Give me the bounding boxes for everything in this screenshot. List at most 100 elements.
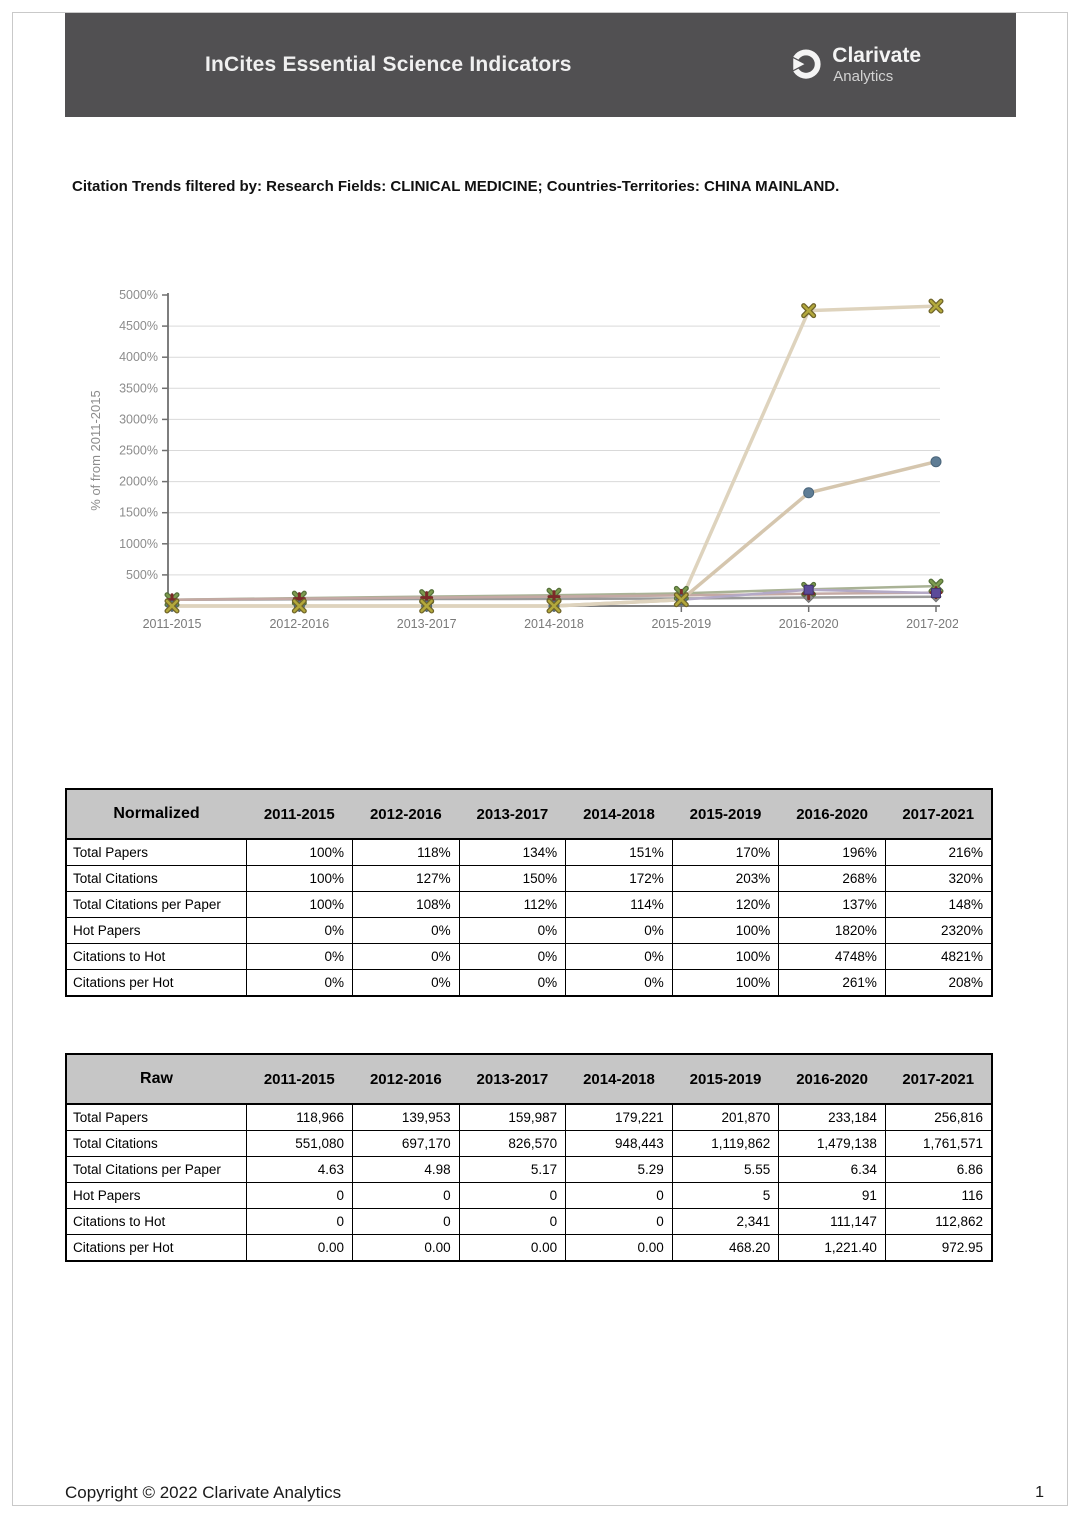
cell-value: 0.00	[565, 1234, 673, 1262]
marker-x	[547, 599, 561, 613]
cell-value: 100%	[671, 943, 780, 970]
cell-value: 118,966	[245, 1103, 354, 1131]
cell-value: 203%	[671, 865, 780, 892]
marker-circle	[803, 487, 815, 499]
clarivate-logo-icon	[789, 49, 821, 79]
row-label: Citations to Hot	[65, 943, 247, 970]
clarivate-logo: Clarivate Analytics	[789, 45, 921, 85]
column-header: 2014-2018	[565, 789, 673, 840]
cell-value: 118%	[352, 838, 460, 866]
cell-value: 0%	[352, 969, 460, 997]
table-row: Citations per Hot 0% 0% 0% 0% 100% 261% 208%	[65, 969, 993, 997]
marker-x	[165, 599, 179, 613]
page-number: 1	[1035, 1484, 1044, 1501]
cell-value: 100%	[245, 838, 354, 866]
column-header: 2015-2019	[672, 1054, 779, 1105]
table-title: Normalized	[66, 789, 246, 840]
cell-value: 100%	[245, 891, 354, 918]
table-row: Total Citations 551,080 697,170 826,570 948,…	[65, 1130, 993, 1157]
cell-value: 0.00	[458, 1234, 567, 1262]
table-row: Total Citations per Paper 4.63 4.98 5.17 5.2…	[65, 1156, 993, 1183]
cell-value: 100%	[671, 969, 780, 997]
raw-table: Raw 2011-2015 2012-2016 2013-2017 2014-2018 2…	[65, 1053, 993, 1262]
filter-summary: Citation Trends filtered by: Research Fi…	[72, 178, 840, 195]
series-line-hot-papers	[170, 459, 938, 608]
table-row: Total Citations 100% 127% 150% 172% 203% 268% 3…	[65, 865, 993, 892]
cell-value: 0%	[245, 943, 354, 970]
x-tick-label: 2013-2017	[397, 617, 457, 631]
cell-value: 4.98	[352, 1156, 460, 1183]
column-header: 2014-2018	[565, 1054, 673, 1105]
cell-value: 0%	[458, 943, 567, 970]
cell-value: 2320%	[884, 917, 993, 944]
column-header: 2011-2015	[246, 789, 353, 840]
row-label: Hot Papers	[65, 1182, 247, 1209]
cell-value: 114%	[565, 891, 673, 918]
marker-x	[293, 599, 306, 613]
cell-value: 111,147	[778, 1208, 886, 1235]
y-tick-label: 4500%	[119, 319, 158, 333]
cell-value: 0%	[458, 969, 567, 997]
cell-value: 268%	[778, 865, 886, 892]
marker-x	[929, 299, 943, 313]
column-header: 2013-2017	[459, 789, 566, 840]
cell-value: 170%	[671, 838, 780, 866]
cell-value: 1,761,571	[884, 1130, 993, 1157]
table-row: Citations to Hot 0% 0% 0% 0% 100% 4748% 4821%	[65, 943, 993, 970]
cell-value: 233,184	[778, 1103, 886, 1131]
cell-value: 0%	[245, 969, 354, 997]
column-header: 2016-2020	[778, 1054, 886, 1105]
brand-name: Clarivate	[832, 44, 921, 68]
cell-value: 468.20	[671, 1234, 780, 1262]
cell-value: 1,479,138	[778, 1130, 886, 1157]
cell-value: 0%	[352, 943, 460, 970]
column-header: 2015-2019	[672, 789, 779, 840]
cell-value: 697,170	[352, 1130, 460, 1157]
row-label: Citations to Hot	[65, 1208, 247, 1235]
page-title: InCites Essential Science Indicators	[205, 53, 572, 76]
column-header: 2012-2016	[352, 1054, 460, 1105]
row-label: Hot Papers	[65, 917, 247, 944]
cell-value: 134%	[458, 838, 567, 866]
cell-value: 100%	[245, 865, 354, 892]
cell-value: 1,119,862	[671, 1130, 780, 1157]
cell-value: 972.95	[884, 1234, 993, 1262]
brand-subtitle: Analytics	[833, 68, 894, 86]
cell-value: 2,341	[671, 1208, 780, 1235]
cell-value: 208%	[884, 969, 993, 997]
table-row: Hot Papers 0 0 0 0 5 91 116	[65, 1182, 993, 1209]
x-tick-label: 2012-2016	[269, 617, 329, 631]
cell-value: 0%	[565, 943, 673, 970]
cell-value: 4.63	[245, 1156, 354, 1183]
table-row: Citations to Hot 0 0 0 0 2,341 111,147 112,862	[65, 1208, 993, 1235]
y-tick-label: 3500%	[119, 381, 158, 395]
column-header: 2013-2017	[459, 1054, 566, 1105]
cell-value: 0	[565, 1182, 673, 1209]
cell-value: 179,221	[565, 1103, 673, 1131]
cell-value: 0	[458, 1182, 567, 1209]
y-tick-label: 2500%	[119, 444, 158, 458]
row-label: Total Citations	[65, 1130, 247, 1157]
cell-value: 551,080	[245, 1130, 354, 1157]
table-row: Hot Papers 0% 0% 0% 0% 100% 1820% 2320%	[65, 917, 993, 944]
cell-value: 196%	[778, 838, 886, 866]
cell-value: 4821%	[884, 943, 993, 970]
cell-value: 6.86	[884, 1156, 993, 1183]
x-tick-label: 2015-2019	[651, 617, 711, 631]
y-tick-label: 2000%	[119, 475, 158, 489]
marker-x	[675, 593, 688, 607]
cell-value: 172%	[565, 865, 673, 892]
cell-value: 108%	[352, 891, 460, 918]
cell-value: 5	[671, 1182, 780, 1209]
cell-value: 5.17	[458, 1156, 567, 1183]
cell-value: 116	[884, 1182, 993, 1209]
x-tick-label: 2016-2020	[779, 617, 839, 631]
cell-value: 216%	[884, 838, 993, 866]
cell-value: 112%	[458, 891, 567, 918]
table-title: Raw	[66, 1054, 246, 1105]
cell-value: 100%	[671, 917, 780, 944]
y-tick-label: 5000%	[119, 288, 158, 302]
row-label: Total Papers	[65, 838, 247, 866]
column-header: 2011-2015	[246, 1054, 353, 1105]
cell-value: 0	[565, 1208, 673, 1235]
